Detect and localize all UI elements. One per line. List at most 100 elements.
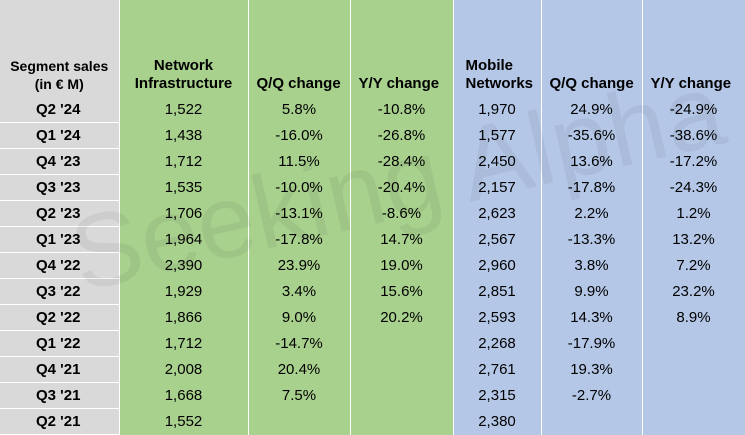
mobile-qq-cell: 3.8% bbox=[541, 252, 643, 279]
header-mobile-networks: Mobile Networks bbox=[453, 43, 542, 97]
network-yy-cell: 19.0% bbox=[350, 252, 454, 279]
quarter-cell: Q3 '22 bbox=[0, 278, 120, 305]
network-yy-cell bbox=[350, 330, 454, 357]
table-row: Q1 '23 1,964 -17.8% 14.7% 2,567 -13.3% 13.2% bbox=[0, 226, 745, 253]
network-qq-cell bbox=[248, 408, 351, 435]
table-row: Q1 '24 1,438 -16.0% -26.8% 1,577 -35.6% -38.6% bbox=[0, 122, 745, 149]
quarter-cell: Q2 '22 bbox=[0, 304, 120, 331]
network-qq-cell: 9.0% bbox=[248, 304, 351, 331]
mobile-sales-cell: 1,577 bbox=[453, 122, 542, 149]
mobile-sales-cell: 2,157 bbox=[453, 174, 542, 201]
mobile-yy-cell: -17.2% bbox=[642, 148, 745, 175]
table-row: Q2 '24 1,522 5.8% -10.8% 1,970 24.9% -24.9% bbox=[0, 97, 745, 123]
quarter-cell: Q2 '24 bbox=[0, 97, 120, 123]
network-yy-cell bbox=[350, 356, 454, 383]
mobile-sales-cell: 2,761 bbox=[453, 356, 542, 383]
mobile-yy-cell bbox=[642, 330, 745, 357]
network-yy-cell: 20.2% bbox=[350, 304, 454, 331]
table-row: Q3 '21 1,668 7.5% 2,315 -2.7% bbox=[0, 382, 745, 409]
network-qq-cell: -17.8% bbox=[248, 226, 351, 253]
mobile-qq-cell: 14.3% bbox=[541, 304, 643, 331]
mobile-sales-cell: 2,315 bbox=[453, 382, 542, 409]
mobile-qq-cell: -17.8% bbox=[541, 174, 643, 201]
network-sales-cell: 1,438 bbox=[119, 122, 249, 149]
quarter-cell: Q1 '23 bbox=[0, 226, 120, 253]
quarter-cell: Q1 '24 bbox=[0, 122, 120, 149]
header-mobile-line1: Mobile bbox=[465, 57, 514, 74]
mobile-qq-cell: 24.9% bbox=[541, 97, 643, 123]
mobile-sales-cell: 2,623 bbox=[453, 200, 542, 227]
header-network-yy: Y/Y change bbox=[350, 43, 454, 97]
network-sales-cell: 1,535 bbox=[119, 174, 249, 201]
network-qq-cell: -10.0% bbox=[248, 174, 351, 201]
network-sales-cell: 1,552 bbox=[119, 408, 249, 435]
quarter-cell: Q1 '22 bbox=[0, 330, 120, 357]
network-yy-cell: -20.4% bbox=[350, 174, 454, 201]
header-segment-sales: Segment sales (in € M) bbox=[0, 43, 120, 97]
table-row: Q2 '22 1,866 9.0% 20.2% 2,593 14.3% 8.9% bbox=[0, 304, 745, 331]
header-network-qq: Q/Q change bbox=[248, 43, 351, 97]
mobile-yy-cell: 13.2% bbox=[642, 226, 745, 253]
network-yy-cell: 15.6% bbox=[350, 278, 454, 305]
network-sales-cell: 1,522 bbox=[119, 97, 249, 123]
mobile-yy-cell bbox=[642, 356, 745, 383]
quarter-cell: Q4 '22 bbox=[0, 252, 120, 279]
network-sales-cell: 1,712 bbox=[119, 330, 249, 357]
mobile-yy-cell: 7.2% bbox=[642, 252, 745, 279]
network-yy-cell: -10.8% bbox=[350, 97, 454, 123]
spacer-row bbox=[0, 0, 745, 43]
header-mobile-line2: Networks bbox=[465, 75, 534, 92]
network-sales-cell: 1,668 bbox=[119, 382, 249, 409]
mobile-sales-cell: 2,593 bbox=[453, 304, 542, 331]
mobile-sales-cell: 2,567 bbox=[453, 226, 542, 253]
network-sales-cell: 1,866 bbox=[119, 304, 249, 331]
quarter-cell: Q3 '23 bbox=[0, 174, 120, 201]
network-yy-cell: -28.4% bbox=[350, 148, 454, 175]
mobile-yy-cell: 1.2% bbox=[642, 200, 745, 227]
mobile-qq-cell: -13.3% bbox=[541, 226, 643, 253]
table-row: Q3 '22 1,929 3.4% 15.6% 2,851 9.9% 23.2% bbox=[0, 278, 745, 305]
network-qq-cell: -14.7% bbox=[248, 330, 351, 357]
network-sales-cell: 1,929 bbox=[119, 278, 249, 305]
table-row: Q2 '23 1,706 -13.1% -8.6% 2,623 2.2% 1.2% bbox=[0, 200, 745, 227]
network-sales-cell: 1,712 bbox=[119, 148, 249, 175]
mobile-sales-cell: 2,851 bbox=[453, 278, 542, 305]
mobile-yy-cell: 8.9% bbox=[642, 304, 745, 331]
mobile-yy-cell: 23.2% bbox=[642, 278, 745, 305]
network-qq-cell: -16.0% bbox=[248, 122, 351, 149]
mobile-qq-cell: 9.9% bbox=[541, 278, 643, 305]
network-sales-cell: 2,008 bbox=[119, 356, 249, 383]
network-sales-cell: 1,964 bbox=[119, 226, 249, 253]
mobile-qq-cell: 19.3% bbox=[541, 356, 643, 383]
network-yy-cell bbox=[350, 408, 454, 435]
network-qq-cell: -13.1% bbox=[248, 200, 351, 227]
network-qq-cell: 7.5% bbox=[248, 382, 351, 409]
mobile-qq-cell: -17.9% bbox=[541, 330, 643, 357]
quarter-cell: Q3 '21 bbox=[0, 382, 120, 409]
table-row: Q1 '22 1,712 -14.7% 2,268 -17.9% bbox=[0, 330, 745, 357]
table-row: Q3 '23 1,535 -10.0% -20.4% 2,157 -17.8% -24.3% bbox=[0, 174, 745, 201]
mobile-sales-cell: 2,960 bbox=[453, 252, 542, 279]
header-segment-line2: (in € M) bbox=[34, 76, 84, 92]
mobile-yy-cell: -38.6% bbox=[642, 122, 745, 149]
network-qq-cell: 11.5% bbox=[248, 148, 351, 175]
mobile-qq-cell: -35.6% bbox=[541, 122, 643, 149]
mobile-sales-cell: 2,450 bbox=[453, 148, 542, 175]
network-qq-cell: 23.9% bbox=[248, 252, 351, 279]
quarter-cell: Q4 '23 bbox=[0, 148, 120, 175]
network-yy-cell: 14.7% bbox=[350, 226, 454, 253]
network-qq-cell: 5.8% bbox=[248, 97, 351, 123]
header-row: Segment sales (in € M) Network Infrastru… bbox=[0, 43, 745, 97]
header-network-line2: Infrastructure bbox=[134, 75, 233, 92]
header-network-line1: Network bbox=[153, 57, 214, 74]
table-row: Q4 '21 2,008 20.4% 2,761 19.3% bbox=[0, 356, 745, 383]
table-row: Q4 '23 1,712 11.5% -28.4% 2,450 13.6% -17.2% bbox=[0, 148, 745, 175]
mobile-yy-cell: -24.9% bbox=[642, 97, 745, 123]
header-mobile-yy: Y/Y change bbox=[642, 43, 745, 97]
network-qq-cell: 20.4% bbox=[248, 356, 351, 383]
quarter-cell: Q2 '23 bbox=[0, 200, 120, 227]
header-segment-line1: Segment sales bbox=[10, 58, 109, 74]
mobile-yy-cell: -24.3% bbox=[642, 174, 745, 201]
